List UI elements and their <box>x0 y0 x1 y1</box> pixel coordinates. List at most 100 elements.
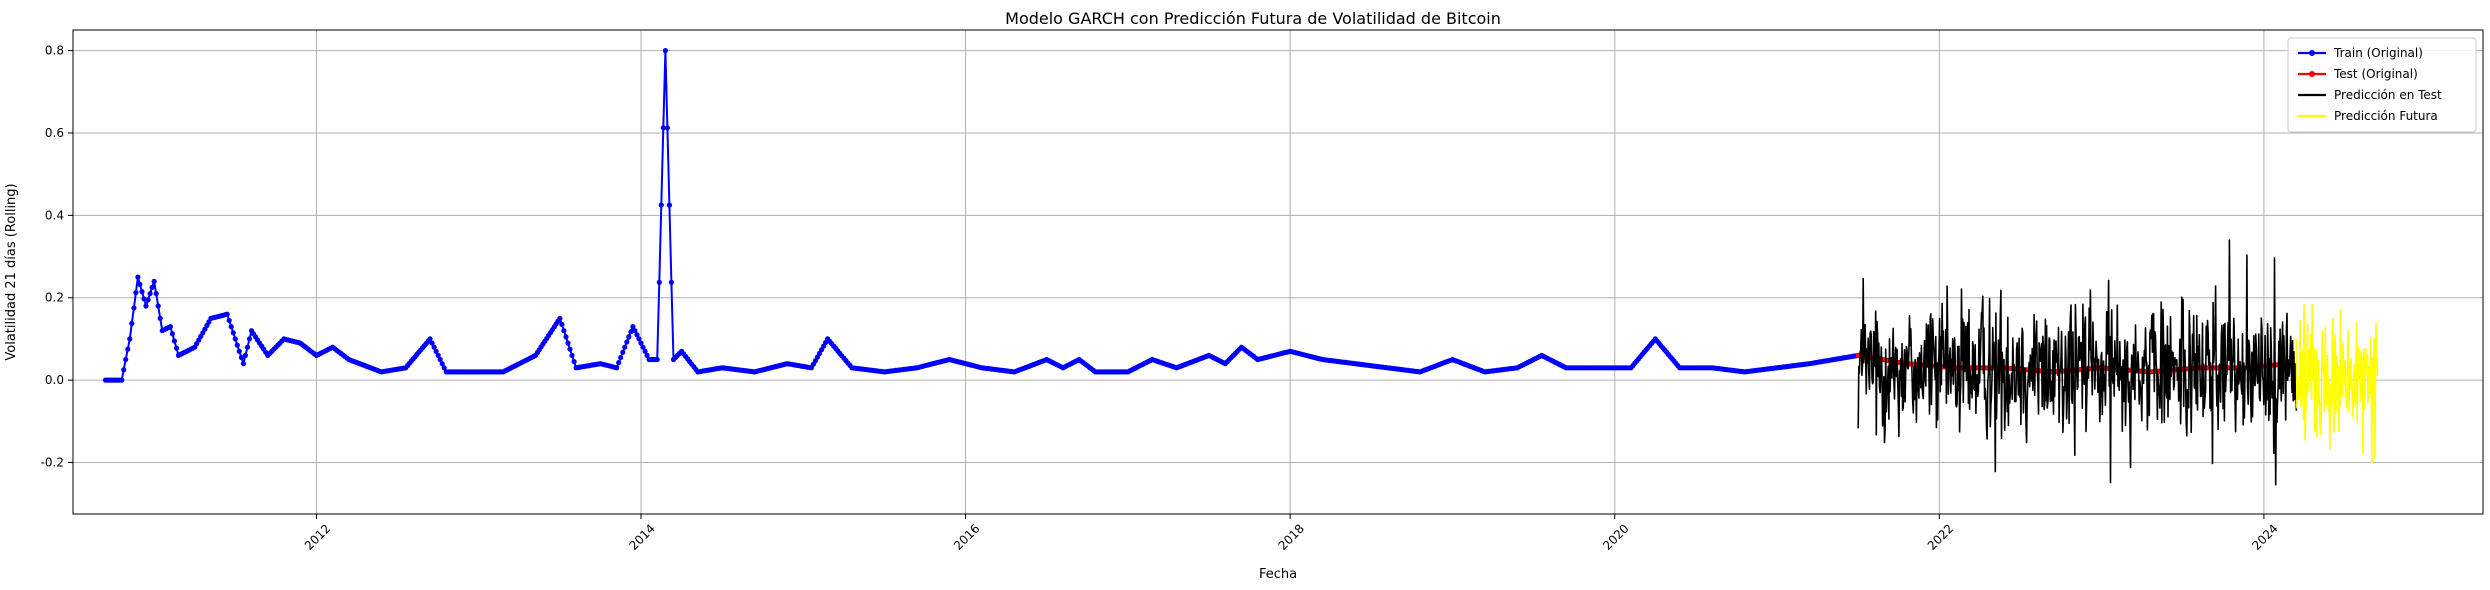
data-point <box>244 344 251 350</box>
legend-label: Train (Original) <box>2333 46 2423 60</box>
data-point <box>638 340 644 346</box>
data-point <box>226 317 232 323</box>
data-point <box>660 125 666 131</box>
data-point <box>133 290 139 296</box>
data-point <box>634 332 640 338</box>
series-line <box>1857 239 2298 486</box>
data-point <box>121 367 127 373</box>
data-point <box>622 344 628 350</box>
data-point <box>135 274 141 280</box>
data-point <box>173 345 180 351</box>
data-point <box>559 321 565 328</box>
legend-marker <box>2309 71 2315 77</box>
data-point <box>139 289 145 295</box>
data-point <box>143 303 149 309</box>
data-point <box>435 352 441 358</box>
data-point <box>246 336 253 342</box>
data-point <box>636 336 642 342</box>
data-point <box>630 324 636 330</box>
legend-box <box>2287 37 2477 133</box>
data-point <box>236 348 242 354</box>
legend-label: Test (Original) <box>2333 67 2418 81</box>
data-point <box>563 334 569 340</box>
data-point <box>571 359 577 365</box>
data-point <box>437 356 443 363</box>
data-point <box>439 361 445 367</box>
data-point <box>228 324 234 330</box>
grid <box>73 30 2483 514</box>
data-point <box>238 354 244 361</box>
y-tick-label: -0.2 <box>41 456 64 470</box>
data-point <box>618 354 624 361</box>
data-point <box>565 340 571 346</box>
data-point <box>149 284 155 290</box>
data-point <box>431 344 437 350</box>
data-point <box>145 297 151 303</box>
x-axis-label: Fecha <box>1259 567 1297 582</box>
data-point <box>628 329 634 335</box>
data-point <box>127 336 133 342</box>
series-markers <box>102 48 1861 383</box>
data-point <box>167 324 173 330</box>
data-point <box>666 202 673 208</box>
data-point <box>151 278 157 284</box>
data-point <box>644 352 650 358</box>
data-point <box>153 291 159 297</box>
data-point <box>242 352 248 358</box>
data-point <box>662 48 669 54</box>
data-point <box>147 291 153 297</box>
data-point <box>626 334 632 340</box>
data-point <box>658 202 664 208</box>
data-point <box>640 344 646 350</box>
data-point <box>620 349 626 355</box>
y-tick-label: 0.8 <box>45 44 64 58</box>
data-point <box>123 356 129 363</box>
data-point <box>232 336 238 342</box>
data-point <box>616 360 622 366</box>
data-point <box>155 303 161 309</box>
data-point <box>125 346 131 352</box>
data-point <box>654 356 660 363</box>
data-point <box>624 339 630 345</box>
data-point <box>567 346 573 352</box>
data-point <box>614 365 620 371</box>
data-point <box>569 352 575 358</box>
chart-title: Modelo GARCH con Predicción Futura de Vo… <box>1005 9 1501 28</box>
data-point <box>119 377 125 383</box>
data-point <box>427 336 433 342</box>
data-point <box>557 315 563 321</box>
data-point <box>131 305 137 311</box>
series-line <box>2295 303 2379 464</box>
data-point <box>169 331 175 337</box>
data-point <box>171 338 177 344</box>
y-tick-label: 0.6 <box>45 126 64 140</box>
y-tick-label: 0.2 <box>45 291 64 305</box>
data-point <box>224 311 230 317</box>
data-point <box>433 348 439 354</box>
data-point <box>240 361 246 367</box>
legend: Train (Original) Test (Original) Predicció… <box>2287 37 2477 133</box>
data-point <box>429 340 435 346</box>
plot-area <box>102 48 2379 486</box>
data-point <box>230 330 236 336</box>
data-point <box>668 279 675 285</box>
y-tick-label: 0.4 <box>45 208 64 222</box>
data-point <box>441 365 447 371</box>
data-point <box>656 279 662 285</box>
data-point <box>561 328 567 334</box>
data-point <box>234 342 240 348</box>
data-point <box>137 281 143 287</box>
legend-label: Predicción en Test <box>2334 88 2442 102</box>
plot-frame <box>72 29 2484 515</box>
data-point <box>642 348 648 354</box>
data-point <box>157 315 163 321</box>
data-point <box>664 125 671 131</box>
data-point <box>129 320 135 327</box>
data-point <box>141 296 147 302</box>
legend-marker <box>2309 50 2315 56</box>
data-point <box>632 328 638 334</box>
legend-label: Predicción Futura <box>2334 109 2438 123</box>
y-tick-label: 0.0 <box>45 373 64 387</box>
